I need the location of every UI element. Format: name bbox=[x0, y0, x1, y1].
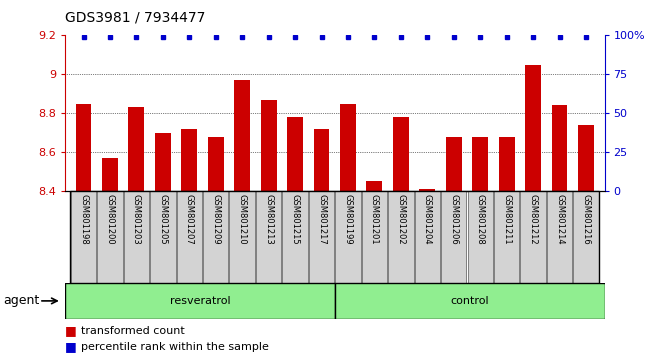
Bar bbox=[155, 133, 171, 191]
FancyBboxPatch shape bbox=[521, 191, 546, 283]
FancyBboxPatch shape bbox=[256, 191, 281, 283]
Text: percentile rank within the sample: percentile rank within the sample bbox=[81, 342, 269, 352]
FancyBboxPatch shape bbox=[415, 191, 440, 283]
FancyBboxPatch shape bbox=[494, 191, 519, 283]
FancyBboxPatch shape bbox=[124, 191, 149, 283]
Bar bbox=[208, 137, 224, 191]
Text: GSM801212: GSM801212 bbox=[528, 194, 538, 245]
Bar bbox=[393, 117, 409, 191]
Text: GSM801209: GSM801209 bbox=[211, 194, 220, 245]
Text: GSM801205: GSM801205 bbox=[159, 194, 167, 245]
Bar bbox=[75, 104, 92, 191]
FancyBboxPatch shape bbox=[65, 283, 335, 319]
FancyBboxPatch shape bbox=[309, 191, 334, 283]
FancyBboxPatch shape bbox=[361, 191, 387, 283]
Bar bbox=[234, 80, 250, 191]
Bar bbox=[287, 117, 303, 191]
Bar bbox=[129, 108, 144, 191]
Text: GSM801217: GSM801217 bbox=[317, 194, 326, 245]
Bar bbox=[340, 104, 356, 191]
FancyBboxPatch shape bbox=[229, 191, 255, 283]
FancyBboxPatch shape bbox=[71, 191, 96, 283]
Text: control: control bbox=[450, 296, 489, 306]
Text: GSM801204: GSM801204 bbox=[422, 194, 432, 245]
Text: GDS3981 / 7934477: GDS3981 / 7934477 bbox=[65, 11, 205, 25]
Text: ■: ■ bbox=[65, 341, 77, 353]
Bar bbox=[578, 125, 594, 191]
FancyBboxPatch shape bbox=[203, 191, 228, 283]
Text: GSM801200: GSM801200 bbox=[105, 194, 114, 245]
FancyBboxPatch shape bbox=[282, 191, 308, 283]
Bar bbox=[367, 182, 382, 191]
FancyBboxPatch shape bbox=[177, 191, 202, 283]
Text: GSM801210: GSM801210 bbox=[238, 194, 247, 245]
Bar bbox=[525, 65, 541, 191]
Text: agent: agent bbox=[3, 295, 40, 307]
Text: GSM801211: GSM801211 bbox=[502, 194, 511, 245]
Text: GSM801214: GSM801214 bbox=[555, 194, 564, 245]
Text: GSM801207: GSM801207 bbox=[185, 194, 194, 245]
Text: GSM801215: GSM801215 bbox=[291, 194, 300, 245]
FancyBboxPatch shape bbox=[98, 191, 123, 283]
FancyBboxPatch shape bbox=[150, 191, 176, 283]
FancyBboxPatch shape bbox=[335, 283, 604, 319]
Text: GSM801199: GSM801199 bbox=[343, 194, 352, 245]
FancyBboxPatch shape bbox=[388, 191, 413, 283]
Bar bbox=[102, 158, 118, 191]
Text: resveratrol: resveratrol bbox=[170, 296, 230, 306]
Bar bbox=[552, 105, 567, 191]
FancyBboxPatch shape bbox=[573, 191, 599, 283]
Bar bbox=[473, 137, 488, 191]
FancyBboxPatch shape bbox=[547, 191, 572, 283]
Text: GSM801206: GSM801206 bbox=[449, 194, 458, 245]
FancyBboxPatch shape bbox=[441, 191, 467, 283]
Text: transformed count: transformed count bbox=[81, 326, 185, 336]
Bar bbox=[313, 129, 330, 191]
Bar bbox=[446, 137, 462, 191]
Text: GSM801216: GSM801216 bbox=[582, 194, 590, 245]
Bar bbox=[261, 100, 276, 191]
FancyBboxPatch shape bbox=[467, 191, 493, 283]
Text: GSM801208: GSM801208 bbox=[476, 194, 485, 245]
Bar bbox=[419, 189, 436, 191]
Text: GSM801198: GSM801198 bbox=[79, 194, 88, 245]
Text: GSM801203: GSM801203 bbox=[132, 194, 141, 245]
Text: GSM801202: GSM801202 bbox=[396, 194, 406, 245]
FancyBboxPatch shape bbox=[335, 191, 361, 283]
Bar bbox=[499, 137, 515, 191]
Text: ■: ■ bbox=[65, 325, 77, 337]
Text: GSM801213: GSM801213 bbox=[264, 194, 273, 245]
Text: GSM801201: GSM801201 bbox=[370, 194, 379, 245]
Bar bbox=[181, 129, 197, 191]
